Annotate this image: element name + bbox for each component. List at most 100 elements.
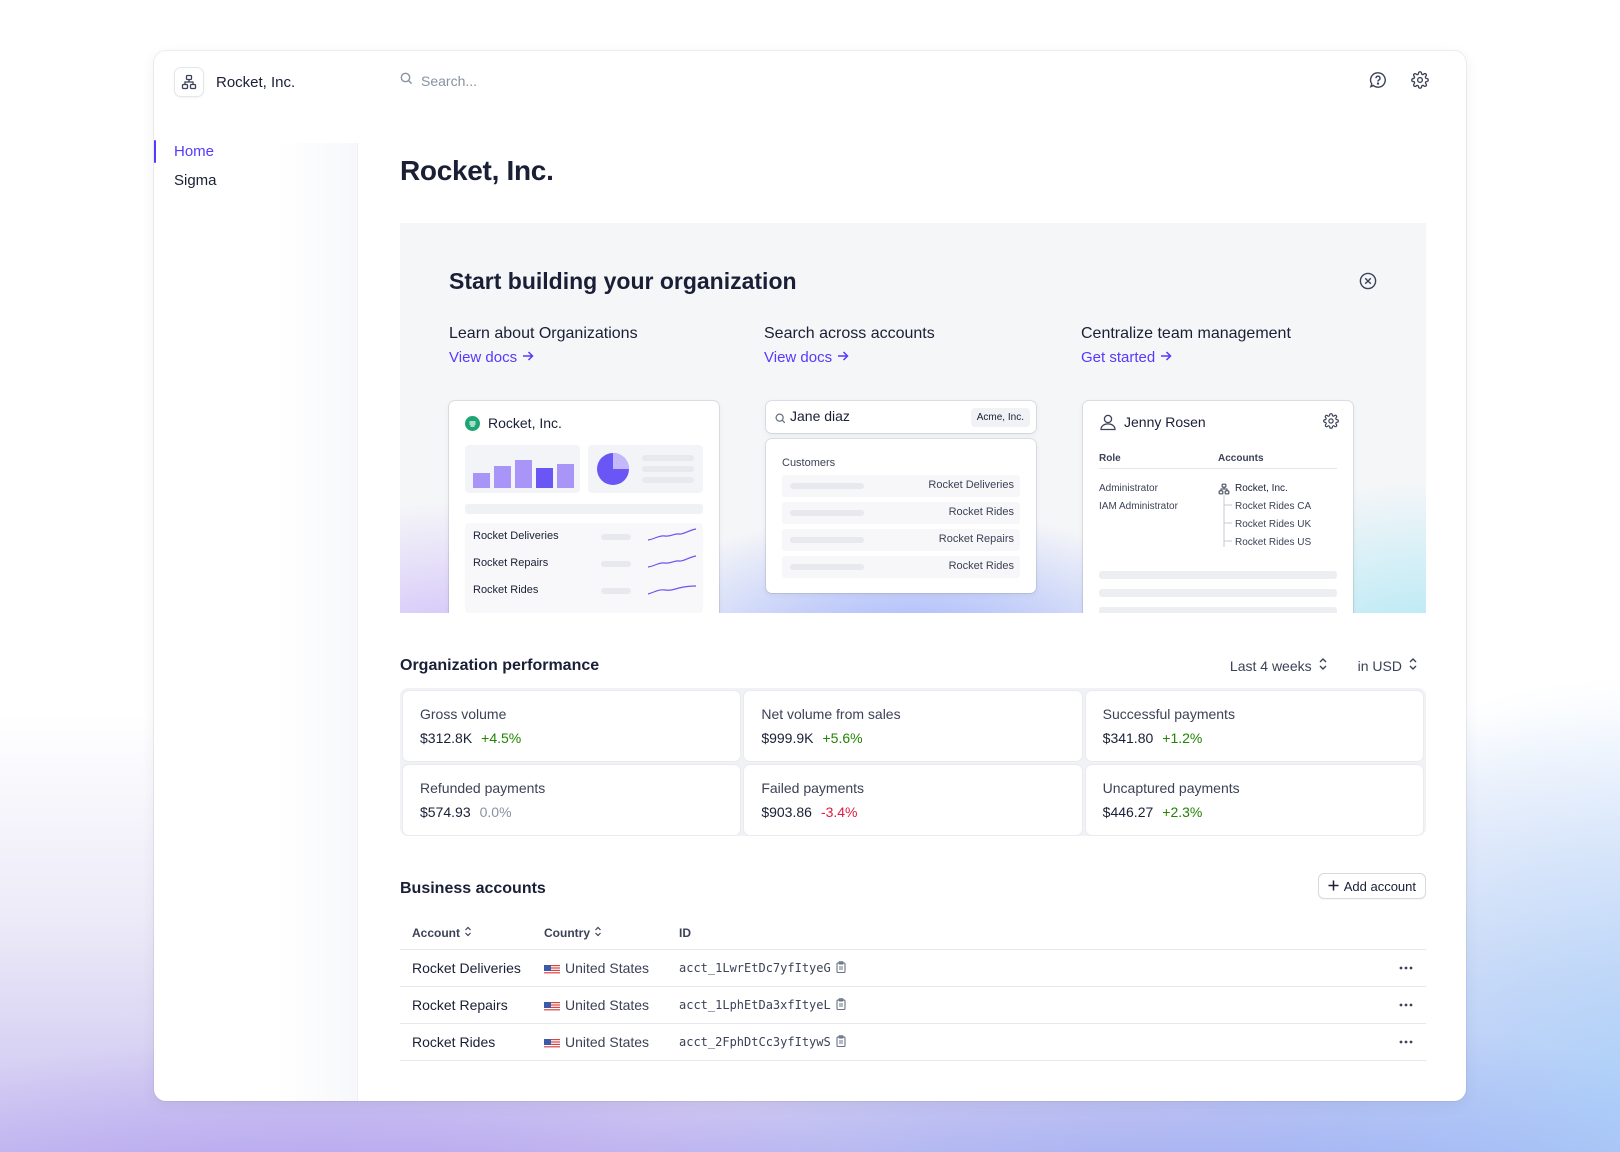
account-id-cell: acct_2FphDtCc3yfItywS	[679, 1034, 1386, 1050]
settings-gear-icon[interactable]	[1410, 70, 1430, 90]
metric-successful-payments[interactable]: Successful payments $341.80 +1.2%	[1085, 691, 1423, 761]
search-icon	[775, 411, 786, 429]
metric-value: $999.9K	[761, 730, 814, 746]
metric-label: Refunded payments	[420, 780, 546, 796]
metric-change: +4.5%	[481, 730, 522, 746]
sidebar-item-sigma[interactable]: Sigma	[174, 172, 217, 189]
us-flag-icon	[544, 1037, 560, 1048]
more-options-icon[interactable]	[1386, 1040, 1426, 1044]
preview-card-organization: Rocket, Inc.	[449, 401, 719, 613]
bar-chart-thumbnail	[465, 445, 580, 493]
view-docs-link[interactable]: View docs	[449, 349, 638, 366]
column-header-country[interactable]: Country	[544, 926, 679, 940]
business-accounts-title: Business accounts	[400, 880, 546, 897]
org-logo-icon	[174, 67, 204, 97]
gear-icon	[1323, 413, 1339, 434]
us-flag-icon	[544, 963, 560, 974]
feature-search: Search across accounts View docs	[764, 325, 935, 366]
metric-value: $312.8K	[420, 730, 473, 746]
metric-label: Failed payments	[761, 780, 865, 796]
preview-search-results: Customers Rocket Deliveries Rocket Rides…	[766, 439, 1036, 593]
table-row[interactable]: Rocket Deliveries United States acct_1Lw…	[400, 950, 1426, 987]
view-docs-link[interactable]: View docs	[764, 349, 935, 366]
account-name[interactable]: Rocket Repairs	[412, 997, 508, 1013]
metric-change: +1.2%	[1162, 730, 1203, 746]
arrow-right-icon	[837, 349, 849, 366]
sidebar-item-home[interactable]: Home	[154, 137, 217, 166]
arrow-right-icon	[522, 349, 534, 366]
team-user-name: Jenny Rosen	[1124, 414, 1206, 430]
scope-badge: Acme, Inc.	[970, 408, 1030, 427]
account-id-cell: acct_1LphEtDa3xfItyeL	[679, 997, 1386, 1013]
results-section-label: Customers	[782, 457, 836, 469]
account-name[interactable]: Rocket Deliveries	[412, 960, 521, 976]
metric-change: 0.0%	[479, 804, 512, 820]
app-window: Rocket, Inc. Search... Home Sigm	[154, 51, 1466, 1101]
account-id: acct_1LwrEtDc7yfItyeG	[679, 961, 831, 975]
performance-header: Organization performance Last 4 weeks in…	[400, 657, 1426, 675]
currency-select[interactable]: in USD	[1358, 657, 1418, 674]
metric-change: +5.6%	[822, 730, 863, 746]
metric-value: $903.86	[761, 804, 812, 820]
account-tree-item: Rocket Rides CA	[1235, 501, 1312, 512]
date-range-select[interactable]: Last 4 weeks	[1230, 657, 1328, 674]
feature-title: Search across accounts	[764, 325, 935, 342]
org-switcher[interactable]: Rocket, Inc.	[174, 67, 295, 97]
feature-organizations: Learn about Organizations View docs	[449, 325, 638, 366]
search-icon	[400, 72, 413, 90]
clipboard-icon[interactable]	[836, 997, 846, 1013]
us-flag-icon	[544, 1000, 560, 1011]
account-id: acct_2FphDtCc3yfItywS	[679, 1035, 831, 1049]
help-icon[interactable]	[1368, 70, 1388, 90]
result-row: Rocket Repairs	[782, 529, 1020, 551]
metric-value: $446.27	[1102, 804, 1154, 820]
metric-gross-volume[interactable]: Gross volume $312.8K +4.5%	[403, 691, 741, 761]
search-bar[interactable]: Search...	[400, 72, 477, 90]
table-header: Account Country ID	[400, 916, 1426, 950]
add-account-button[interactable]: Add account	[1317, 873, 1426, 899]
feature-team: Centralize team management Get started	[1081, 325, 1291, 366]
metric-uncaptured-payments[interactable]: Uncaptured payments $446.27 +2.3%	[1085, 765, 1423, 835]
metric-failed-payments[interactable]: Failed payments $903.86 -3.4%	[744, 765, 1082, 835]
performance-title: Organization performance	[400, 657, 600, 674]
result-row: Rocket Rides	[782, 502, 1020, 524]
preview-search-query: Jane diaz	[790, 408, 850, 424]
metric-label: Net volume from sales	[761, 706, 901, 722]
metric-value: $341.80	[1102, 730, 1154, 746]
metric-change: -3.4%	[820, 804, 858, 820]
clipboard-icon[interactable]	[836, 960, 846, 976]
more-options-icon[interactable]	[1386, 966, 1426, 970]
sidebar	[154, 143, 358, 1101]
search-input[interactable]: Search...	[421, 73, 478, 89]
card-row-label: Rocket Repairs	[473, 557, 549, 569]
arrow-right-icon	[1160, 349, 1172, 366]
pie-chart-thumbnail	[588, 445, 703, 493]
promo-banner: Start building your organization Learn a…	[400, 223, 1426, 613]
clipboard-icon[interactable]	[836, 1034, 846, 1050]
metric-refunded-payments[interactable]: Refunded payments $574.93 0.0%	[403, 765, 741, 835]
sort-icon	[594, 926, 602, 940]
chevron-updown-icon	[1408, 657, 1418, 674]
table-row[interactable]: Rocket Rides United States acct_2FphDtCc…	[400, 1024, 1426, 1061]
account-name[interactable]: Rocket Rides	[412, 1034, 496, 1050]
account-id: acct_1LphEtDa3xfItyeL	[679, 998, 831, 1012]
table-row[interactable]: Rocket Repairs United States acct_1LphEt…	[400, 987, 1426, 1024]
metric-change: +2.3%	[1162, 804, 1203, 820]
country-cell: United States	[544, 997, 679, 1013]
org-name: Rocket, Inc.	[216, 73, 296, 91]
preview-search-field: Jane diaz Acme, Inc.	[766, 401, 1036, 433]
column-header-account[interactable]: Account	[400, 926, 544, 940]
result-row: Rocket Rides	[782, 556, 1020, 578]
user-icon	[1099, 413, 1117, 436]
account-tree-item: Rocket, Inc.	[1235, 483, 1288, 494]
card-org-name: Rocket, Inc.	[488, 415, 562, 431]
more-options-icon[interactable]	[1386, 1003, 1426, 1007]
feature-title: Centralize team management	[1081, 325, 1291, 342]
get-started-link[interactable]: Get started	[1081, 349, 1291, 366]
business-accounts-header: Business accounts Add account	[400, 873, 1426, 899]
sidebar-nav: Home Sigma	[154, 137, 217, 195]
close-icon[interactable]	[1358, 271, 1378, 291]
org-status-icon	[465, 415, 480, 431]
metric-net-volume[interactable]: Net volume from sales $999.9K +5.6%	[744, 691, 1082, 761]
card-row-label: Rocket Rides	[473, 584, 539, 596]
